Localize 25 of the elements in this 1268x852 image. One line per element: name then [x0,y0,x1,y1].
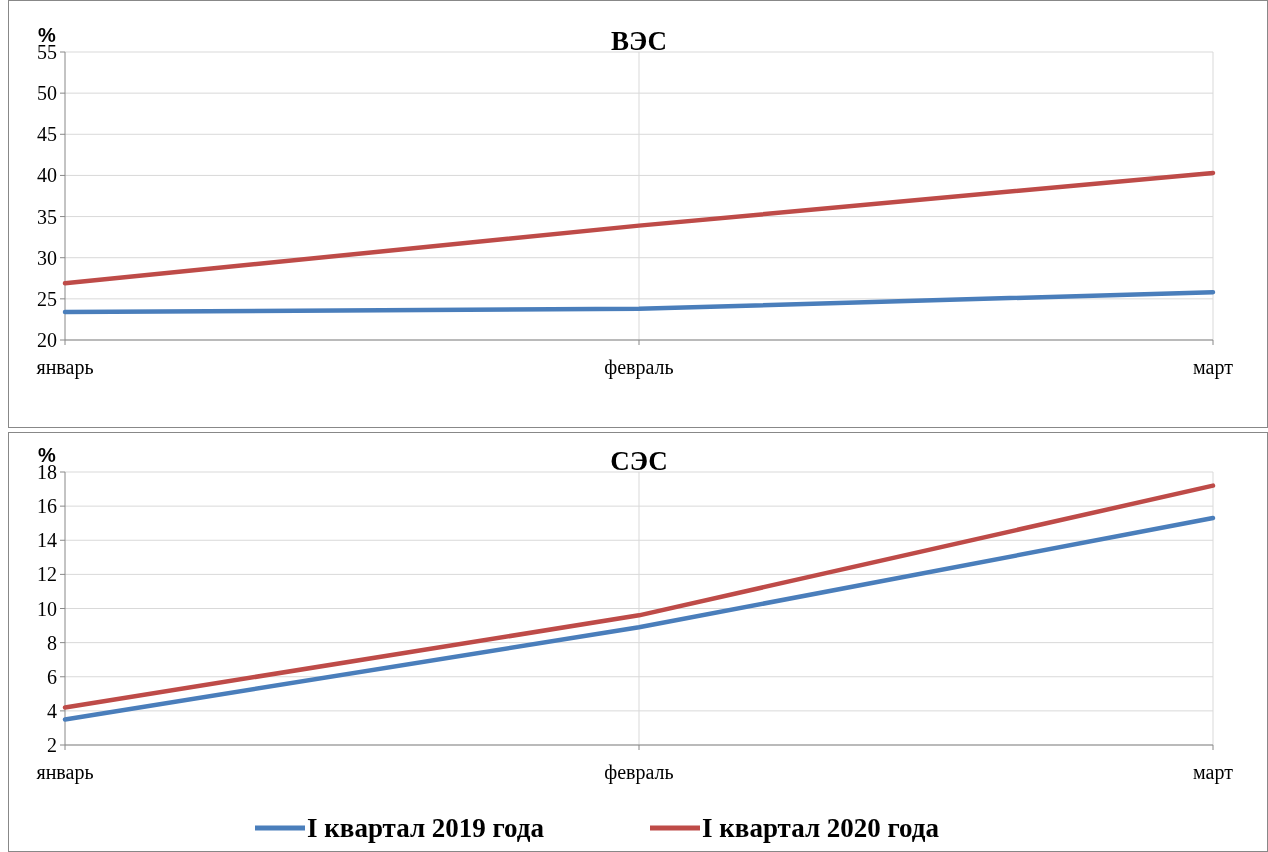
y-tick-label: 4 [47,699,57,722]
y-tick-label: 35 [37,205,57,228]
y-tick-label: 8 [47,631,57,654]
y-tick-label: 40 [37,164,57,187]
chart-title: СЭС [610,446,668,476]
x-tick-label: март [1193,761,1234,784]
x-tick-label: февраль [604,761,674,784]
y-tick-label: 10 [37,597,57,620]
y-tick-label: 20 [37,329,57,351]
y-tick-label: 2 [47,734,57,756]
y-tick-label: 30 [37,246,57,269]
legend-label: I квартал 2019 года [307,813,545,844]
y-tick-label: 14 [37,529,57,552]
y-tick-label: 6 [47,665,57,688]
x-tick-label: январь [36,356,94,379]
x-tick-label: март [1193,356,1234,379]
legend-label: I квартал 2020 года [702,813,940,844]
y-tick-label: 45 [37,123,57,146]
y-tick-label: 16 [37,495,57,518]
y-tick-label: 12 [37,563,57,586]
x-tick-label: январь [36,761,94,784]
y-tick-label: 50 [37,82,57,105]
y-tick-label: 25 [37,287,57,310]
chart-title: ВЭС [611,26,667,56]
x-tick-label: февраль [604,356,674,379]
